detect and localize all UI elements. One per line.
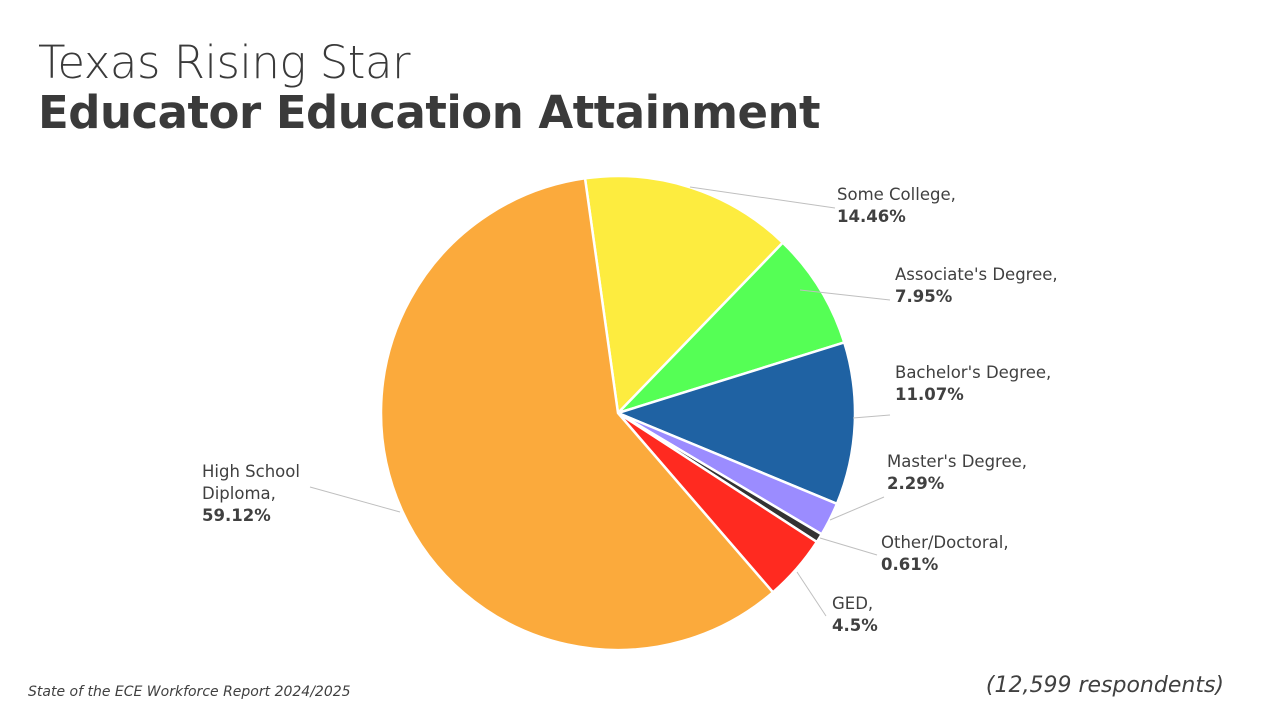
data-label-value: 4.5% bbox=[832, 616, 878, 635]
chart-subtitle: Educator Education Attainment bbox=[38, 86, 821, 139]
data-label-value: 7.95% bbox=[895, 287, 953, 306]
data-label-category: Associate's Degree, bbox=[895, 265, 1058, 284]
leader-line bbox=[852, 414, 891, 419]
leader-line bbox=[309, 486, 401, 513]
source-note: State of the ECE Workforce Report 2024/2… bbox=[28, 684, 351, 700]
leader-line bbox=[796, 571, 827, 617]
data-label-category: Master's Degree, bbox=[887, 452, 1028, 471]
data-label: Other/Doctoral, 0.61% bbox=[881, 532, 1009, 576]
data-label: Bachelor's Degree, 11.07% bbox=[895, 362, 1051, 406]
data-label: GED, 4.5% bbox=[832, 593, 878, 637]
data-label-value: 11.07% bbox=[895, 385, 964, 404]
pie-slice-associate-s-degree bbox=[617, 240, 846, 415]
data-label-value: 14.46% bbox=[837, 207, 906, 226]
pie-slice-high-school-diploma bbox=[379, 176, 775, 652]
data-label-category: GED, bbox=[832, 594, 874, 613]
data-label-category: Other/Doctoral, bbox=[881, 533, 1009, 552]
leader-line bbox=[689, 186, 836, 209]
pie-slice-bachelor-s-degree bbox=[614, 340, 857, 506]
data-label-value: 0.61% bbox=[881, 555, 939, 574]
chart-title: Texas Rising Star bbox=[38, 36, 411, 89]
data-label-category: Some College, bbox=[837, 185, 956, 204]
leader-line bbox=[819, 537, 878, 556]
respondents-note: (12,599 respondents) bbox=[985, 673, 1224, 698]
data-label: Some College, 14.46% bbox=[837, 184, 956, 228]
data-label-value: 2.29% bbox=[887, 474, 945, 493]
leader-line bbox=[829, 496, 885, 521]
data-label-value: 59.12% bbox=[202, 506, 271, 525]
leader-line bbox=[799, 289, 891, 301]
data-label: Associate's Degree, 7.95% bbox=[895, 264, 1058, 308]
pie-slice-some-college bbox=[583, 174, 785, 416]
data-label-category: High School Diploma, bbox=[202, 462, 300, 503]
data-label: Master's Degree, 2.29% bbox=[887, 451, 1027, 495]
data-label-category: Bachelor's Degree, bbox=[895, 363, 1052, 382]
data-label: High School Diploma, 59.12% bbox=[202, 461, 322, 527]
